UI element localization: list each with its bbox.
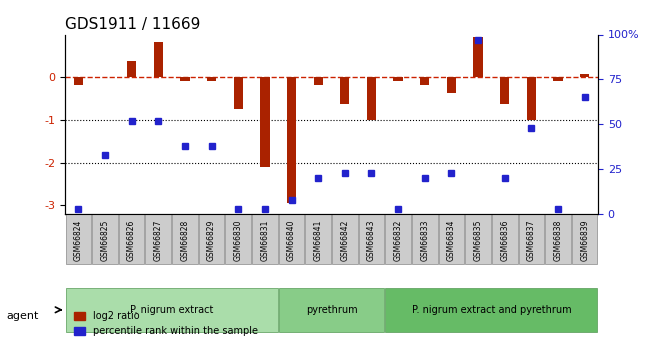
FancyBboxPatch shape [412, 214, 437, 264]
FancyBboxPatch shape [146, 214, 171, 264]
FancyBboxPatch shape [519, 214, 544, 264]
FancyBboxPatch shape [385, 288, 597, 332]
Legend: log2 ratio, percentile rank within the sample: log2 ratio, percentile rank within the s… [70, 307, 262, 340]
Text: GSM66835: GSM66835 [474, 219, 482, 261]
Text: GSM66833: GSM66833 [421, 219, 429, 261]
Bar [580, 74, 590, 77]
FancyBboxPatch shape [172, 214, 198, 264]
FancyBboxPatch shape [279, 288, 384, 332]
FancyBboxPatch shape [199, 214, 224, 264]
Bar [393, 77, 403, 81]
Text: GSM66834: GSM66834 [447, 219, 456, 261]
Bar [233, 77, 243, 109]
Text: GSM66830: GSM66830 [234, 219, 242, 261]
Bar [473, 37, 483, 77]
Text: GSM66827: GSM66827 [154, 219, 162, 261]
Text: GSM66837: GSM66837 [527, 219, 536, 261]
FancyBboxPatch shape [119, 214, 144, 264]
Bar [73, 77, 83, 85]
Bar [420, 77, 430, 85]
Text: GSM66838: GSM66838 [554, 219, 562, 261]
FancyBboxPatch shape [92, 214, 118, 264]
FancyBboxPatch shape [226, 214, 251, 264]
Text: GSM66828: GSM66828 [181, 219, 189, 261]
Text: agent: agent [6, 311, 39, 321]
Text: GSM66840: GSM66840 [287, 219, 296, 261]
FancyBboxPatch shape [66, 288, 278, 332]
Text: GDS1911 / 11669: GDS1911 / 11669 [65, 17, 200, 32]
Bar [260, 77, 270, 167]
Text: GSM66832: GSM66832 [394, 219, 402, 261]
Text: P. nigrum extract: P. nigrum extract [130, 305, 213, 315]
Text: GSM66836: GSM66836 [500, 219, 509, 261]
FancyBboxPatch shape [545, 214, 571, 264]
FancyBboxPatch shape [572, 214, 597, 264]
Text: GSM66826: GSM66826 [127, 219, 136, 261]
Bar [526, 77, 536, 120]
Text: GSM66842: GSM66842 [341, 219, 349, 261]
Text: pyrethrum: pyrethrum [306, 305, 358, 315]
FancyBboxPatch shape [332, 214, 358, 264]
Text: GSM66825: GSM66825 [101, 219, 109, 261]
Text: GSM66829: GSM66829 [207, 219, 216, 261]
Bar [367, 77, 376, 120]
Text: GSM66839: GSM66839 [580, 219, 589, 261]
Bar [287, 77, 296, 203]
Bar [180, 77, 190, 81]
FancyBboxPatch shape [492, 214, 517, 264]
Text: GSM66843: GSM66843 [367, 219, 376, 261]
Bar [207, 77, 216, 81]
Bar [313, 77, 323, 85]
Bar [447, 77, 456, 93]
Text: GSM66824: GSM66824 [74, 219, 83, 261]
Bar [340, 77, 350, 104]
FancyBboxPatch shape [252, 214, 278, 264]
Bar [127, 61, 136, 77]
Text: P. nigrum extract and pyrethrum: P. nigrum extract and pyrethrum [411, 305, 571, 315]
FancyBboxPatch shape [66, 214, 91, 264]
FancyBboxPatch shape [359, 214, 384, 264]
FancyBboxPatch shape [439, 214, 464, 264]
FancyBboxPatch shape [306, 214, 331, 264]
Text: GSM66841: GSM66841 [314, 219, 322, 261]
FancyBboxPatch shape [465, 214, 491, 264]
Bar [500, 77, 510, 104]
FancyBboxPatch shape [279, 214, 304, 264]
Bar [553, 77, 563, 81]
Bar [153, 42, 163, 77]
Text: GSM66831: GSM66831 [261, 219, 269, 261]
FancyBboxPatch shape [385, 214, 411, 264]
